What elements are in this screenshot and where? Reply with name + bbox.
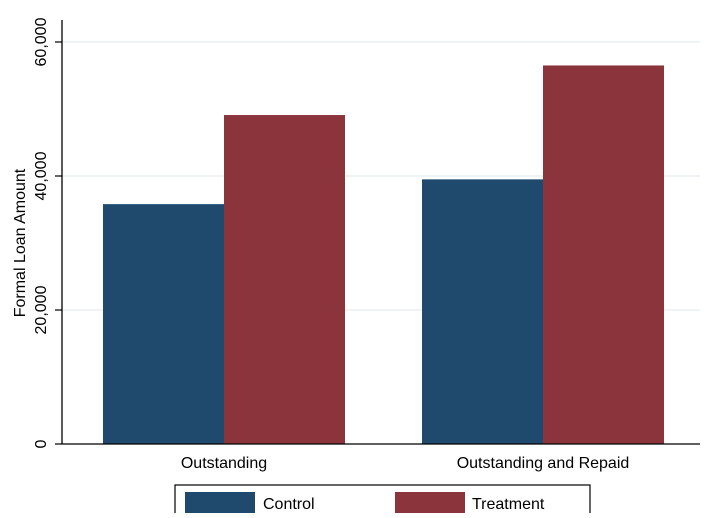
- x-tick-label: Outstanding and Repaid: [457, 455, 630, 472]
- legend-label-control: Control: [263, 496, 315, 513]
- bar-control: [103, 204, 224, 444]
- legend-label-treatment: Treatment: [472, 496, 545, 513]
- legend-swatch-treatment: [395, 492, 465, 514]
- bar-treatment: [224, 115, 345, 444]
- bar-control: [422, 179, 543, 444]
- bars: [103, 65, 664, 444]
- axes: 0 20,000 40,000 60,000 Outstanding Outstandin…: [33, 17, 700, 472]
- y-tick-label: 40,000: [33, 151, 50, 200]
- y-tick-label: 20,000: [33, 285, 50, 334]
- y-tick-label: 60,000: [33, 17, 50, 66]
- bar-treatment: [543, 65, 664, 444]
- y-axis-label: Formal Loan Amount: [12, 168, 29, 317]
- legend: Control Treatment: [174, 484, 591, 518]
- x-tick-label: Outstanding: [181, 455, 267, 472]
- legend-swatch-control: [185, 492, 255, 514]
- y-tick-label: 0: [33, 439, 50, 448]
